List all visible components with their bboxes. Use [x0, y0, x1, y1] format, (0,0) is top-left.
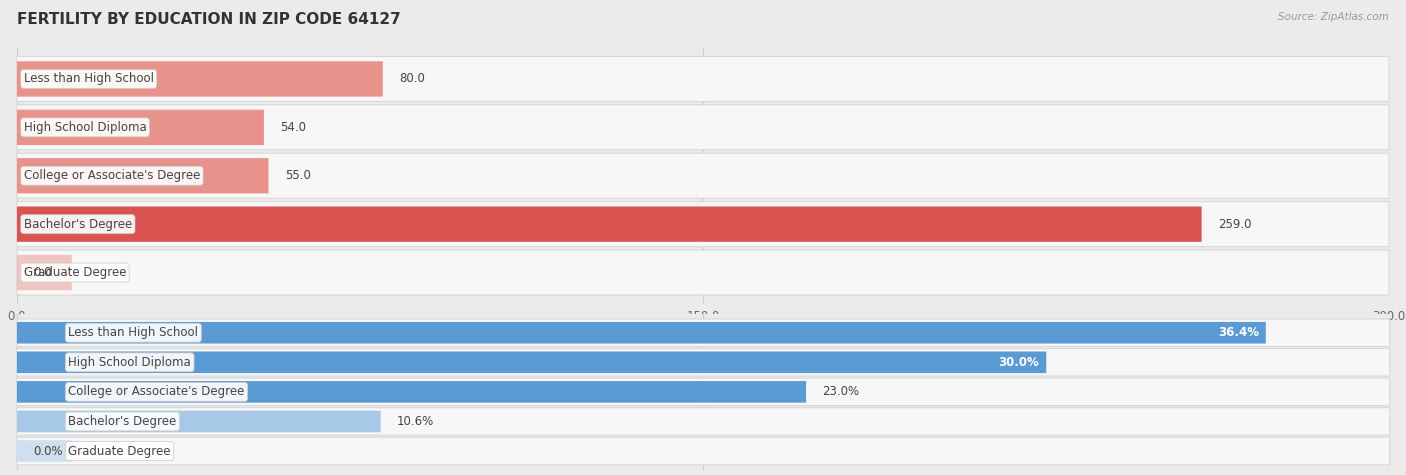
Text: Graduate Degree: Graduate Degree [69, 445, 172, 457]
FancyBboxPatch shape [17, 378, 1389, 406]
Text: High School Diploma: High School Diploma [69, 356, 191, 369]
Text: Bachelor's Degree: Bachelor's Degree [24, 218, 132, 231]
FancyBboxPatch shape [17, 207, 1202, 242]
Text: Graduate Degree: Graduate Degree [24, 266, 127, 279]
FancyBboxPatch shape [17, 408, 1389, 435]
FancyBboxPatch shape [17, 349, 1389, 376]
FancyBboxPatch shape [17, 61, 382, 96]
Text: 54.0: 54.0 [280, 121, 307, 134]
FancyBboxPatch shape [17, 158, 269, 193]
FancyBboxPatch shape [17, 440, 72, 462]
FancyBboxPatch shape [17, 153, 1389, 198]
Text: 55.0: 55.0 [285, 169, 311, 182]
Text: College or Associate's Degree: College or Associate's Degree [69, 385, 245, 399]
Text: 10.6%: 10.6% [396, 415, 434, 428]
Text: 30.0%: 30.0% [998, 356, 1039, 369]
Text: Bachelor's Degree: Bachelor's Degree [69, 415, 177, 428]
FancyBboxPatch shape [17, 319, 1389, 346]
FancyBboxPatch shape [17, 352, 1046, 373]
FancyBboxPatch shape [17, 202, 1389, 247]
Text: 23.0%: 23.0% [823, 385, 859, 399]
Text: College or Associate's Degree: College or Associate's Degree [24, 169, 200, 182]
Text: 36.4%: 36.4% [1218, 326, 1258, 339]
FancyBboxPatch shape [17, 250, 1389, 295]
Text: FERTILITY BY EDUCATION IN ZIP CODE 64127: FERTILITY BY EDUCATION IN ZIP CODE 64127 [17, 12, 401, 27]
Text: High School Diploma: High School Diploma [24, 121, 146, 134]
FancyBboxPatch shape [17, 57, 1389, 102]
FancyBboxPatch shape [17, 110, 264, 145]
FancyBboxPatch shape [17, 381, 806, 403]
FancyBboxPatch shape [17, 255, 72, 290]
FancyBboxPatch shape [17, 411, 381, 432]
Text: 259.0: 259.0 [1218, 218, 1251, 231]
Text: Less than High School: Less than High School [24, 73, 153, 86]
FancyBboxPatch shape [17, 322, 1265, 343]
FancyBboxPatch shape [17, 437, 1389, 465]
FancyBboxPatch shape [17, 105, 1389, 150]
Text: 0.0: 0.0 [34, 266, 52, 279]
Text: Less than High School: Less than High School [69, 326, 198, 339]
Text: Source: ZipAtlas.com: Source: ZipAtlas.com [1278, 12, 1389, 22]
Text: 80.0: 80.0 [399, 73, 425, 86]
Text: 0.0%: 0.0% [34, 445, 63, 457]
